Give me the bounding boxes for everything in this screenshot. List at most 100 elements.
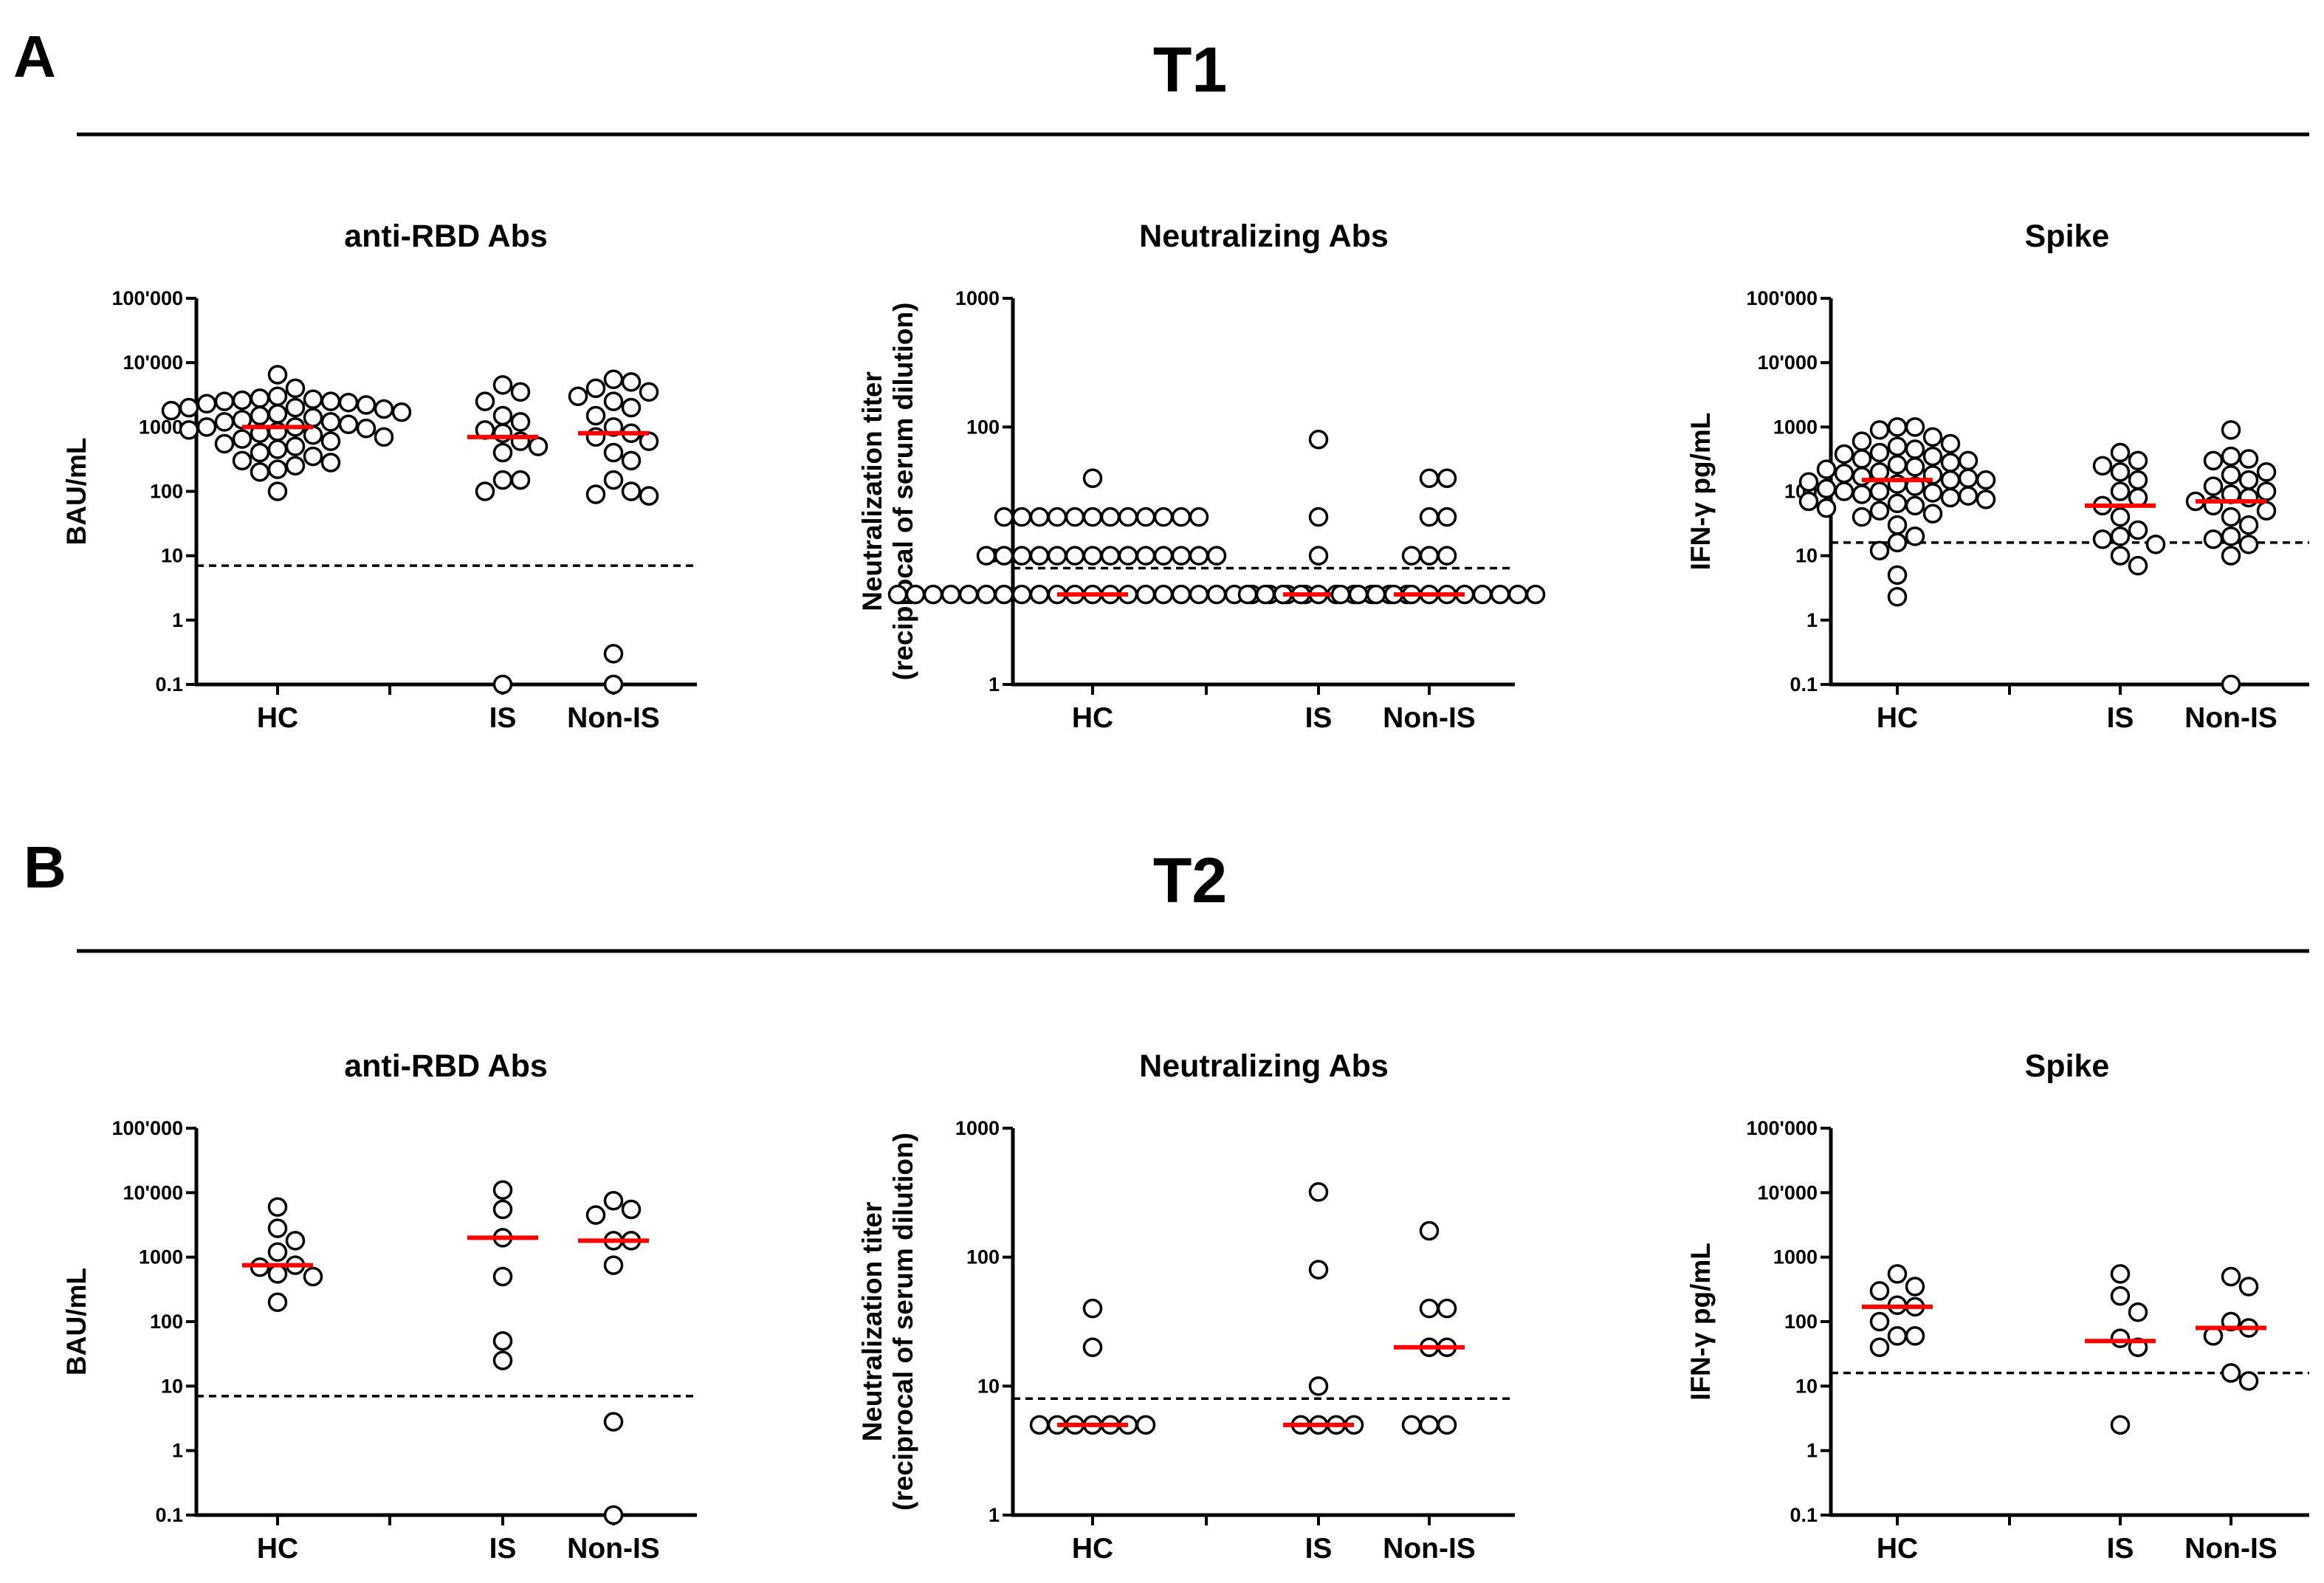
data-point (2110, 1415, 2131, 1435)
y-axis-label: IFN-γ pg/mL (1685, 413, 1716, 571)
y-axis-label: IFN-γ pg/mL (1685, 1243, 1716, 1401)
data-point (179, 397, 199, 418)
data-point (1869, 1281, 1890, 1301)
data-point (603, 391, 624, 411)
data-point (2221, 446, 2241, 467)
y-tick-label: 1000 (955, 1117, 1000, 1139)
data-point (2238, 1371, 2259, 1391)
y-tick-label: 1000 (955, 287, 1000, 309)
y-tick-label: 10 (1795, 545, 1818, 567)
data-point (1029, 507, 1050, 527)
data-point (2238, 470, 2259, 490)
data-point (267, 1197, 288, 1217)
data-point (1940, 470, 1961, 490)
y-tick-label: 1 (172, 1440, 183, 1462)
y-tick-label: 1 (1806, 1440, 1818, 1462)
data-point (1366, 584, 1386, 605)
x-tick-label: Non-IS (1383, 702, 1476, 734)
data-point (621, 1199, 642, 1220)
data-point (2110, 526, 2131, 546)
y-tick-label: 1000 (1773, 416, 1818, 438)
data-point (1852, 484, 1872, 504)
data-point (1958, 486, 1979, 506)
y-axis-label-line2: (reciprocal of serum dilution) (888, 1133, 918, 1511)
data-point (1887, 455, 1908, 475)
y-tick-label: 0.1 (1790, 673, 1818, 696)
chart-4-anti-rbd-abs: anti-RBD Abs BAU/mL 0.1 1 10 100 1000 10'000 100… (61, 1048, 697, 1565)
data-point (492, 674, 513, 695)
y-tick-label: 10 (1795, 1375, 1818, 1397)
data-point (1940, 487, 1961, 508)
data-point (510, 412, 531, 432)
data-point (2221, 464, 2241, 485)
data-point (1419, 1220, 1440, 1241)
data-point (1922, 446, 1943, 467)
data-point (1047, 507, 1068, 527)
y-axis-label: BAU/mL (61, 438, 92, 546)
data-point (196, 417, 217, 437)
data-point (1330, 584, 1351, 605)
x-tick-label: HC (1877, 1533, 1918, 1565)
data-point (1905, 526, 1925, 546)
data-point (2128, 520, 2148, 540)
data-point (2128, 450, 2148, 471)
data-point (1029, 546, 1050, 566)
section-title-t1: T1 (1153, 35, 1227, 106)
data-point (1905, 439, 1925, 459)
data-point (603, 1255, 624, 1275)
data-point (1135, 546, 1156, 566)
data-point (1940, 433, 1961, 454)
chart-title: Neutralizing Abs (1139, 219, 1389, 254)
data-point (1490, 584, 1510, 605)
y-tick-label: 100'000 (111, 287, 183, 309)
data-point (2110, 442, 2131, 463)
data-point (1419, 468, 1440, 488)
data-point (250, 442, 270, 463)
data-point (1816, 459, 1837, 479)
data-point (1869, 481, 1890, 501)
data-point (475, 391, 495, 411)
data-point (285, 378, 306, 399)
y-tick-label: 100 (966, 1246, 1000, 1268)
y-tick-label: 1 (989, 1504, 1000, 1526)
data-point (1153, 546, 1174, 566)
data-point (887, 584, 908, 605)
data-point (1308, 546, 1329, 566)
data-point (568, 386, 588, 406)
data-point (2221, 1363, 2241, 1383)
x-tick-label: IS (1305, 1533, 1333, 1565)
y-tick-label: 100'000 (1746, 1117, 1818, 1139)
data-point (267, 481, 288, 501)
data-point (1171, 507, 1192, 527)
data-point (994, 507, 1014, 527)
y-axis-label-line2: (reciprocal of serum dilution) (888, 303, 918, 681)
data-point (603, 1412, 624, 1432)
data-point (2110, 546, 2131, 566)
data-point (528, 436, 549, 456)
y-tick-label: 100'000 (1746, 287, 1818, 309)
data-point (1437, 468, 1457, 488)
data-point (492, 405, 513, 426)
data-point (1834, 444, 1854, 464)
data-point (1869, 1311, 1890, 1332)
charts-container: anti-RBD AbsBAU/mL0.1110100100010'000100… (61, 219, 2309, 1565)
data-point (923, 584, 943, 605)
data-point (1100, 546, 1121, 566)
x-tick-label: IS (489, 1533, 517, 1565)
x-tick-label: Non-IS (2184, 1533, 2277, 1565)
data-point (1922, 427, 1943, 447)
data-point (1118, 546, 1138, 566)
chart-2-neutralizing-abs: Neutralizing Abs Neutralization titer (rec… (857, 219, 1546, 734)
data-point (250, 462, 270, 482)
data-point (621, 450, 642, 471)
chart-6-spike: Spike IFN-γ pg/mL 0.1 1 10 100 1000 10'000 100'0… (1685, 1048, 2309, 1565)
data-point (1869, 420, 1890, 440)
data-point (1255, 584, 1276, 605)
data-point (1869, 442, 1890, 463)
data-point (196, 394, 217, 414)
data-point (1206, 546, 1227, 566)
chart-5-neutralizing-abs: Neutralizing Abs Neutralization titer (rec… (857, 1048, 1515, 1565)
y-tick-label: 1 (1806, 609, 1818, 631)
data-point (621, 481, 642, 501)
data-point (1437, 1415, 1457, 1435)
